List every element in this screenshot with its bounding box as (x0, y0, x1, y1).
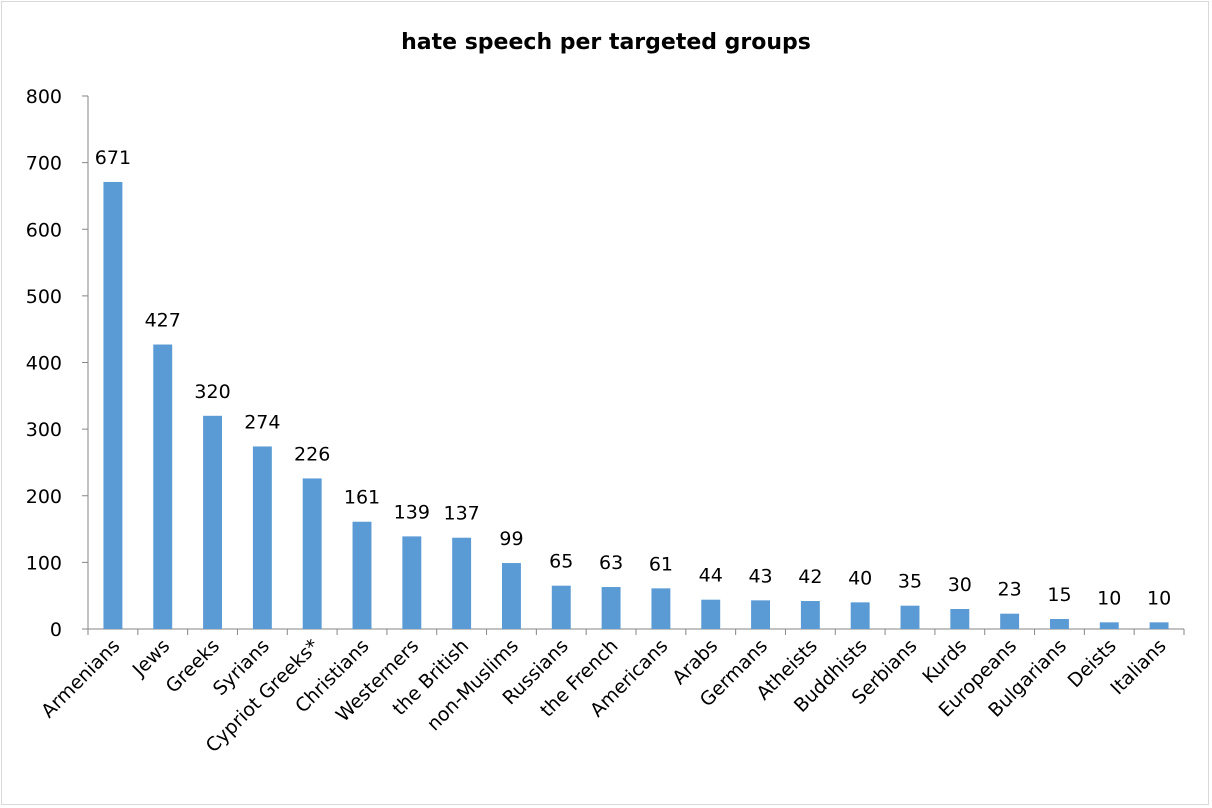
bar (452, 537, 472, 629)
data-label: 10 (1097, 587, 1121, 609)
data-label: 40 (848, 567, 872, 589)
data-label: 15 (1047, 584, 1071, 606)
bar (950, 609, 970, 629)
bar (501, 563, 521, 629)
data-label: 161 (344, 487, 380, 509)
chart-title: hate speech per targeted groups (401, 30, 811, 55)
bar (601, 587, 621, 629)
bar (800, 601, 820, 629)
bar (651, 588, 671, 629)
bar (153, 344, 173, 629)
data-label: 63 (599, 552, 623, 574)
bar (402, 536, 422, 629)
data-label: 23 (998, 579, 1022, 601)
data-label: 427 (145, 310, 181, 332)
bar (751, 600, 771, 629)
bar (352, 521, 372, 629)
bar (1099, 622, 1119, 629)
bar (203, 415, 223, 629)
bar (1149, 622, 1169, 629)
data-label: 65 (549, 551, 573, 573)
data-label: 42 (798, 566, 822, 588)
bar (551, 585, 571, 629)
data-label: 137 (444, 503, 480, 525)
bar (701, 599, 721, 629)
data-label: 320 (194, 381, 230, 403)
bar (302, 478, 322, 629)
y-tick-label: 200 (26, 486, 62, 508)
category-label: Jews (128, 635, 174, 681)
y-tick-label: 600 (26, 219, 62, 241)
data-label: 99 (499, 528, 523, 550)
data-label: 139 (394, 501, 430, 523)
bar (252, 446, 272, 629)
data-label: 61 (649, 553, 673, 575)
category-label: Armenians (37, 635, 124, 722)
y-tick-label: 500 (26, 286, 62, 308)
bar (1000, 613, 1020, 629)
y-tick-label: 700 (26, 153, 62, 175)
bar (103, 181, 123, 630)
data-label: 30 (948, 574, 972, 596)
y-tick-label: 300 (26, 419, 62, 441)
y-tick-label: 800 (26, 86, 62, 108)
data-label: 44 (699, 565, 723, 587)
y-tick-label: 400 (26, 353, 62, 375)
bar (850, 602, 870, 629)
data-label: 10 (1147, 587, 1171, 609)
data-label: 35 (898, 571, 922, 593)
data-label: 43 (748, 565, 772, 587)
data-label: 671 (95, 147, 131, 169)
data-label: 274 (244, 411, 280, 433)
y-tick-label: 100 (26, 552, 62, 574)
y-tick-label: 0 (50, 619, 62, 641)
data-label: 226 (294, 443, 330, 465)
category-label: Italians (1106, 635, 1170, 699)
bar (900, 605, 920, 629)
bar (1049, 619, 1069, 629)
